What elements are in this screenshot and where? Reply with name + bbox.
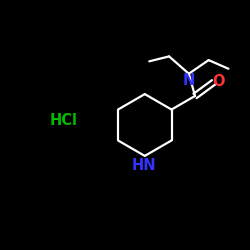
Text: N: N [183, 73, 195, 88]
Text: HN: HN [131, 158, 156, 173]
Text: HCl: HCl [49, 112, 77, 128]
Text: O: O [212, 74, 224, 88]
